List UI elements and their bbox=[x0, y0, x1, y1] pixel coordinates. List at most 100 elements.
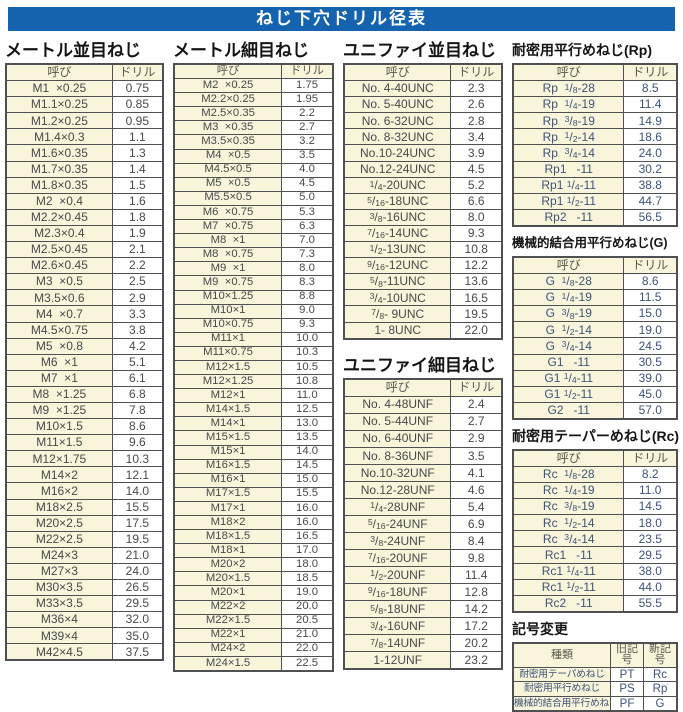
value-cell: 5.0 bbox=[281, 190, 334, 206]
section-symbol-change: 記号変更 種類 旧記号 新記号 耐密用テーパめねじ PT Rc 耐密用平行めねじ PS Rp 機械… bbox=[512, 620, 678, 712]
thread-name-cell: M5 ×0.8 bbox=[5, 337, 113, 355]
thread-name-cell: Rp1 -11 bbox=[512, 160, 625, 178]
section-metric-fine: メートル細目ねじ 呼び ドリル M2 ×0.25 1.75 M2.2×0.25 1.95 M… bbox=[173, 41, 334, 673]
thread-name-cell: Rc 3/4-14 bbox=[512, 530, 625, 548]
table-row: No. 4-40UNC 2.3 bbox=[343, 80, 503, 98]
value-cell: 10.5 bbox=[281, 359, 334, 376]
table-row: M16×1 15.0 bbox=[173, 472, 334, 488]
value-cell: 1.8 bbox=[111, 208, 164, 226]
thread-name-cell: M2.2×0.25 bbox=[173, 92, 283, 108]
thread-name-cell: M10×1.5 bbox=[5, 418, 113, 436]
thread-name-cell: M2.3×0.4 bbox=[5, 224, 113, 243]
value-cell: 14.0 bbox=[281, 444, 334, 460]
thread-name-cell: M12×1 bbox=[173, 388, 283, 404]
table-row: G 1/4-19 11.5 bbox=[512, 289, 678, 307]
thread-name-cell: M10×1 bbox=[173, 303, 283, 319]
thread-name-cell: 5/8-11UNC bbox=[343, 273, 452, 291]
value-cell: 22.0 bbox=[281, 641, 334, 657]
thread-name-cell: No.12-28UNF bbox=[343, 480, 452, 499]
table-row: M2.2×0.25 1.95 bbox=[173, 92, 334, 108]
table-row: M39×4 35.0 bbox=[5, 627, 164, 645]
table-row: Rc1 1/2-11 44.0 bbox=[512, 578, 678, 596]
value-cell: 17.2 bbox=[450, 617, 503, 636]
section-title-metric-coarse: メートル並目ねじ bbox=[5, 41, 141, 60]
table-row: M18×2 16.0 bbox=[173, 514, 334, 531]
table-header-row: 呼び ドリル bbox=[343, 63, 503, 82]
table-row: M9 ×1.25 7.8 bbox=[5, 401, 164, 420]
metric-fine-table: 呼び ドリル M2 ×0.25 1.75 M2.2×0.25 1.95 M2.5×0.35 2… bbox=[173, 63, 334, 673]
value-cell: 20.0 bbox=[281, 599, 334, 615]
table-row: M5 ×0.8 4.2 bbox=[5, 337, 164, 355]
column-pipe-threads: 耐密用平行めねじ(Rp) 呼び ドリル Rp 1/8-28 8.5 Rp 1/4-19 1… bbox=[512, 41, 679, 712]
value-cell: 5.1 bbox=[111, 353, 164, 371]
thread-name-cell: G 1/8-28 bbox=[512, 273, 625, 291]
value-cell: Rc bbox=[643, 666, 678, 683]
value-cell: 15.5 bbox=[281, 486, 334, 502]
table-row: No.12-24UNC 4.5 bbox=[343, 160, 503, 178]
value-cell: 18.0 bbox=[623, 514, 678, 532]
table-row: Rp 1/8-28 8.5 bbox=[512, 80, 678, 98]
table-header-row: 呼び ドリル bbox=[512, 256, 678, 275]
thread-name-cell: M2.6×0.45 bbox=[5, 257, 113, 275]
value-cell: 19.0 bbox=[281, 585, 334, 601]
value-cell: 20.2 bbox=[450, 634, 503, 653]
table-row: M7 ×0.75 6.3 bbox=[173, 219, 334, 235]
symbol-change-table: 種類 旧記号 新記号 耐密用テーパめねじ PT Rc 耐密用平行めねじ PS Rp 機械的結合用平… bbox=[512, 641, 678, 712]
thread-name-cell: M4.5×0.5 bbox=[173, 162, 283, 178]
value-cell: 6.8 bbox=[111, 385, 164, 403]
table-row: Rp 1/4-19 11.4 bbox=[512, 96, 678, 114]
table-row: M4.5×0.5 4.0 bbox=[173, 162, 334, 178]
g-table: 呼び ドリル G 1/8-28 8.6 G 1/4-19 11.5 G 3/8-19 15.0… bbox=[512, 255, 678, 420]
table-row: No. 6-32UNC 2.8 bbox=[343, 112, 503, 130]
thread-name-cell: M16×2 bbox=[5, 482, 113, 500]
thread-name-cell: M22×1.5 bbox=[173, 613, 283, 629]
value-cell: PF bbox=[610, 695, 644, 712]
value-cell: 3.4 bbox=[450, 128, 503, 146]
table-row: M6 ×1 5.1 bbox=[5, 353, 164, 371]
value-cell: 17.5 bbox=[111, 514, 164, 532]
section-title-symbol-change: 記号変更 bbox=[512, 620, 568, 637]
table-row: G1 1/2-11 45.0 bbox=[512, 385, 678, 403]
value-cell: 12.1 bbox=[111, 466, 164, 484]
thread-name-cell: M39×4 bbox=[5, 627, 113, 645]
table-row: M3 ×0.35 2.7 bbox=[173, 120, 334, 136]
value-cell: 2.9 bbox=[111, 289, 164, 307]
value-cell: 45.0 bbox=[623, 385, 678, 403]
value-cell: 32.0 bbox=[111, 611, 164, 629]
table-row: 5/16-24UNF 6.9 bbox=[343, 514, 503, 534]
thread-name-cell: M22×1 bbox=[173, 627, 283, 643]
thread-name-cell: M22×2.5 bbox=[5, 530, 113, 548]
value-cell: 21.0 bbox=[281, 627, 334, 643]
table-row: Rp 3/4-14 24.0 bbox=[512, 144, 678, 162]
thread-name-cell: G 3/8-19 bbox=[512, 305, 625, 323]
value-cell: 13.0 bbox=[281, 416, 334, 432]
page-title: ねじ下穴ドリル径表 bbox=[256, 9, 427, 28]
value-cell: 2.3 bbox=[450, 80, 503, 98]
table-row: M2 ×0.4 1.6 bbox=[5, 192, 164, 210]
value-cell: 21.0 bbox=[111, 546, 164, 564]
value-cell: 15.0 bbox=[281, 472, 334, 488]
value-cell: 15.5 bbox=[111, 498, 164, 516]
thread-name-cell: G1 1/2-11 bbox=[512, 385, 625, 403]
thread-name-cell: Rp 1/8-28 bbox=[512, 80, 625, 98]
table-row: M20×2 18.0 bbox=[173, 557, 334, 573]
value-cell: 18.5 bbox=[281, 571, 334, 587]
value-cell: 29.5 bbox=[623, 546, 678, 564]
table-row: Rc 3/8-19 14.5 bbox=[512, 498, 678, 516]
table-row: 1/4-28UNF 5.4 bbox=[343, 497, 503, 516]
column-header: ドリル bbox=[450, 378, 503, 397]
value-cell: 3.9 bbox=[450, 144, 503, 162]
thread-name-cell: G 1/4-19 bbox=[512, 289, 625, 307]
value-cell: 8.8 bbox=[281, 289, 334, 305]
thread-name-cell: M20×1 bbox=[173, 585, 283, 601]
value-cell: 3.8 bbox=[111, 321, 164, 339]
value-cell: PT bbox=[610, 666, 644, 683]
value-cell: 7.8 bbox=[111, 401, 164, 420]
column-header: ドリル bbox=[281, 63, 334, 80]
thread-name-cell: M18×1 bbox=[173, 543, 283, 559]
thread-name-cell: Rc1 -11 bbox=[512, 546, 625, 564]
thread-name-cell: No. 4-48UNF bbox=[343, 395, 452, 414]
table-row: M10×0.75 9.3 bbox=[173, 317, 334, 333]
value-cell: 17.0 bbox=[281, 543, 334, 559]
value-cell: 2.9 bbox=[450, 429, 503, 448]
